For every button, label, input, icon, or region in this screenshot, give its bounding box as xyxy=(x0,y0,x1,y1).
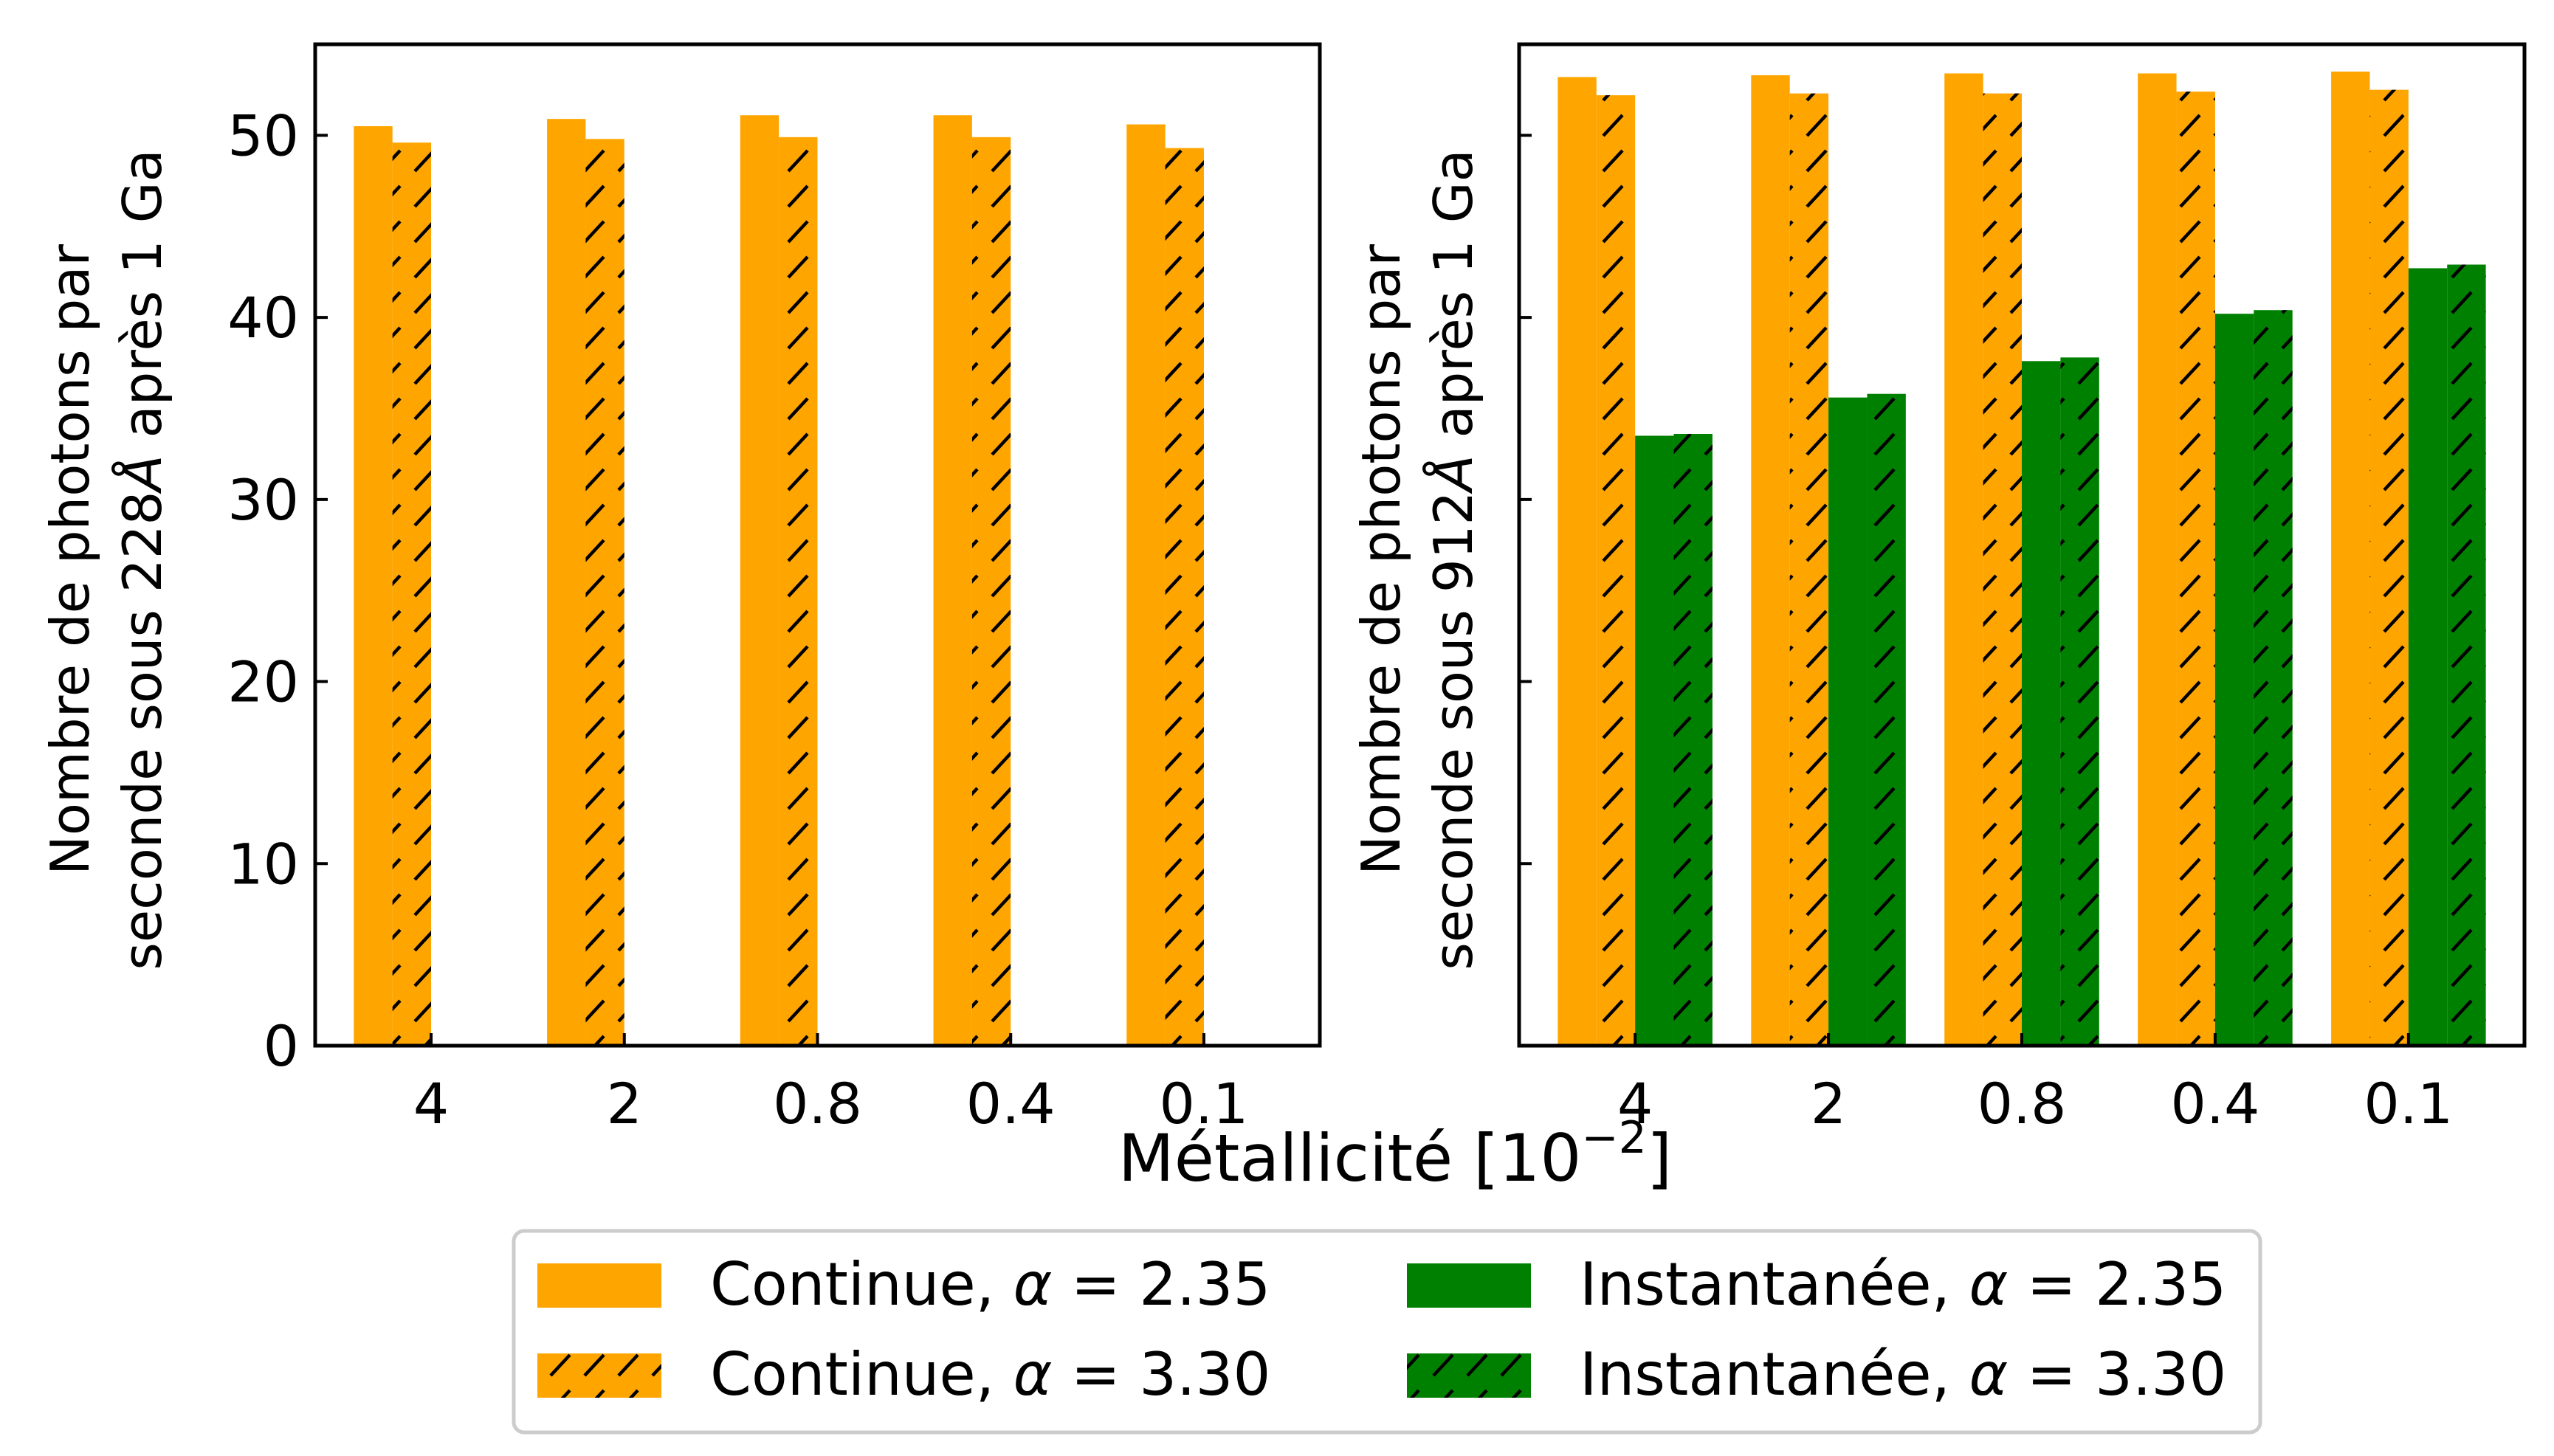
bar-left-series0-0 xyxy=(354,126,393,1046)
bar-right-series0-4 xyxy=(2331,72,2370,1046)
y-axis-label-line1-right: Nombre de photons par xyxy=(1350,244,1412,875)
legend-label-continue-235: Continue, α = 2.35 xyxy=(710,1250,1270,1319)
bar-left-series0-1 xyxy=(547,119,586,1046)
y-axis-label-line1-left: Nombre de photons par xyxy=(39,244,101,875)
bar-hatch-right-series3-0 xyxy=(1673,433,1713,1046)
xtick-label-right-4: 0.1 xyxy=(2364,1071,2453,1136)
xtick-label-left-4: 0.1 xyxy=(1160,1071,1249,1136)
bar-hatch-right-series3-3 xyxy=(2254,310,2293,1046)
panel-left: 0 10 20 30 40 50 4 2 0.8 0.4 0.1 Nombre de photons … xyxy=(39,42,1322,1136)
xtick-label-right-0: 4 xyxy=(1617,1071,1653,1136)
legend-swatch-instantanee-235 xyxy=(1407,1263,1531,1308)
bar-right-series0-2 xyxy=(1944,73,1983,1046)
xtick-label-left-0: 4 xyxy=(413,1071,449,1136)
bar-hatch-left-series1-0 xyxy=(392,142,432,1046)
bar-hatch-left-series1-2 xyxy=(779,137,818,1046)
bar-hatch-right-series1-2 xyxy=(1983,93,2022,1046)
bar-left-series0-4 xyxy=(1126,124,1166,1046)
panel-right: 4 2 0.8 0.4 0.1 Nombre de photons par seconde … xyxy=(1350,42,2527,1136)
legend-swatch-instantanee-330-hatch xyxy=(1407,1353,1531,1398)
bar-left-series0-3 xyxy=(933,115,972,1046)
bar-hatch-right-series3-2 xyxy=(2060,357,2099,1046)
bar-right-series0-3 xyxy=(2138,73,2177,1046)
y-axis-label-line2-left: seconde sous 228Å après 1 Ga xyxy=(111,149,173,970)
bar-hatch-left-series1-3 xyxy=(971,137,1011,1046)
ytick-label-left-20: 20 xyxy=(227,649,299,715)
ytick-label-left-0: 0 xyxy=(264,1013,299,1079)
x-axis-label-exponent: −2 xyxy=(1581,1112,1646,1164)
bar-hatch-right-series3-1 xyxy=(1867,393,1906,1046)
ytick-label-left-50: 50 xyxy=(227,103,299,168)
xtick-label-left-1: 2 xyxy=(607,1071,642,1136)
ytick-label-left-10: 10 xyxy=(227,831,299,897)
bar-hatch-right-series1-0 xyxy=(1596,95,1636,1046)
xtick-label-right-3: 0.4 xyxy=(2170,1071,2259,1136)
legend-swatch-continue-235 xyxy=(537,1263,661,1308)
xtick-label-left-2: 0.8 xyxy=(773,1071,862,1136)
bar-right-series2-0 xyxy=(1635,435,1674,1046)
bar-left-series0-2 xyxy=(740,115,779,1046)
bar-right-series2-1 xyxy=(1828,397,1868,1046)
xtick-label-left-3: 0.4 xyxy=(966,1071,1056,1136)
bar-hatch-right-series1-4 xyxy=(2369,89,2409,1046)
bar-hatch-right-series3-4 xyxy=(2447,264,2486,1046)
xtick-label-right-2: 0.8 xyxy=(1978,1071,2067,1136)
legend-swatch-continue-330-hatch xyxy=(537,1353,661,1398)
bar-right-series2-4 xyxy=(2408,268,2448,1046)
legend-label-instantanee-330: Instantanée, α = 3.30 xyxy=(1580,1340,2226,1409)
bar-right-series0-0 xyxy=(1557,77,1597,1046)
legend: Continue, α = 2.35 Instantanée, α = 2.35… xyxy=(512,1229,2262,1435)
bar-right-series2-2 xyxy=(2022,361,2061,1046)
y-axis-label-line2-right: seconde sous 912Å après 1 Ga xyxy=(1422,149,1484,970)
legend-label-continue-330: Continue, α = 3.30 xyxy=(710,1340,1270,1409)
ytick-label-left-30: 30 xyxy=(227,467,299,533)
bar-hatch-right-series1-3 xyxy=(2176,92,2215,1046)
bar-right-series0-1 xyxy=(1751,75,1790,1046)
ytick-label-left-40: 40 xyxy=(227,285,299,351)
xtick-label-right-1: 2 xyxy=(1811,1071,1846,1136)
legend-frame xyxy=(512,1229,2262,1435)
bar-hatch-left-series1-1 xyxy=(585,139,624,1046)
legend-label-instantanee-235: Instantanée, α = 2.35 xyxy=(1580,1250,2226,1319)
x-axis-label: Métallicité [10−2] xyxy=(1118,1112,1672,1196)
bar-hatch-right-series1-1 xyxy=(1789,93,1829,1046)
bar-hatch-left-series1-4 xyxy=(1165,148,1204,1046)
bar-right-series2-3 xyxy=(2214,314,2254,1046)
